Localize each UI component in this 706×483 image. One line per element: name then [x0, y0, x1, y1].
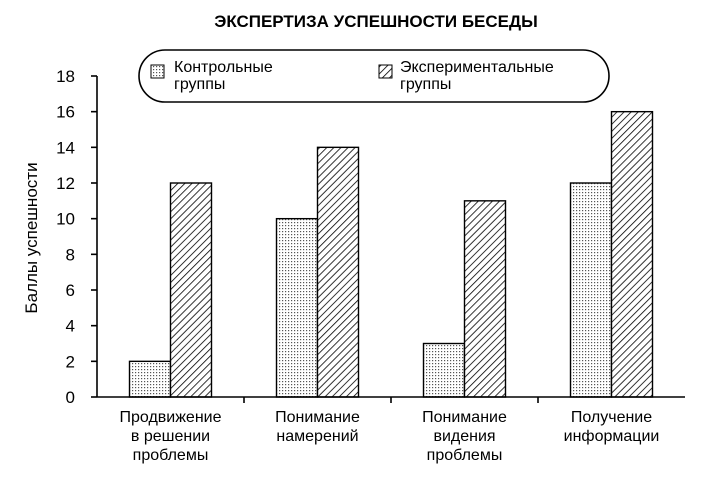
y-tick-label: 12: [56, 174, 75, 193]
x-category-label: Понимание намерений: [275, 409, 360, 445]
bar-experimental-1: [169, 182, 213, 398]
bar-experimental-3: [463, 200, 507, 398]
bar-control-1: [128, 360, 172, 398]
legend-swatch-experimental: [378, 64, 393, 79]
x-category-label-line: информации: [564, 428, 660, 445]
bar-control-3: [422, 342, 466, 398]
y-tick-label: 4: [66, 317, 75, 336]
legend: Контрольные группы Экспериментальные гру…: [138, 49, 610, 103]
legend-label-control: Контрольные группы: [174, 59, 277, 93]
x-category-label-line: Понимание: [422, 409, 507, 426]
bar-control-2: [275, 217, 319, 398]
legend-label-experimental-line-2: группы: [400, 76, 451, 93]
y-axis: 0 2 4 6 8 10 12 14 16 18: [56, 67, 98, 407]
bars: [128, 110, 654, 398]
legend-label-experimental: Экспериментальные группы: [400, 59, 558, 93]
x-category-label-line: видения: [433, 428, 495, 445]
x-category-label-line: намерений: [276, 428, 358, 445]
x-category-label: Получение информации: [564, 409, 660, 445]
x-category-label: Продвижение в решении проблемы: [120, 409, 222, 464]
legend-label-experimental-line-1: Экспериментальные: [400, 59, 554, 76]
y-tick-label: 6: [66, 281, 75, 300]
legend-label-control-line-1: Контрольные: [174, 59, 273, 76]
x-category-label-line: Продвижение: [120, 409, 222, 426]
y-tick-label: 16: [56, 103, 75, 122]
x-category-label-line: проблемы: [133, 447, 209, 464]
x-category-label-line: Получение: [571, 409, 652, 426]
legend-swatch-control: [150, 64, 165, 79]
y-tick-label: 0: [66, 388, 75, 407]
y-tick-label: 18: [56, 67, 75, 86]
y-axis-label: Баллы успешности: [22, 162, 41, 313]
x-category-label-line: в решении: [131, 428, 210, 445]
bar-experimental-2: [316, 146, 360, 398]
x-category-label: Понимание видения проблемы: [422, 409, 507, 464]
bar-control-4: [569, 182, 613, 398]
legend-frame: [138, 49, 610, 103]
y-tick-label: 8: [66, 245, 75, 264]
legend-label-control-line-2: группы: [174, 76, 225, 93]
x-category-label-line: Понимание: [275, 409, 360, 426]
bar-experimental-4: [610, 110, 654, 398]
y-tick-label: 2: [66, 352, 75, 371]
x-category-label-line: проблемы: [427, 447, 503, 464]
x-axis: Продвижение в решении проблемы Понимание нам…: [97, 396, 685, 464]
chart-title: ЭКСПЕРТИЗА УСПЕШНОСТИ БЕСЕДЫ: [214, 12, 538, 31]
y-tick-label: 10: [56, 210, 75, 229]
y-tick-label: 14: [56, 138, 75, 157]
